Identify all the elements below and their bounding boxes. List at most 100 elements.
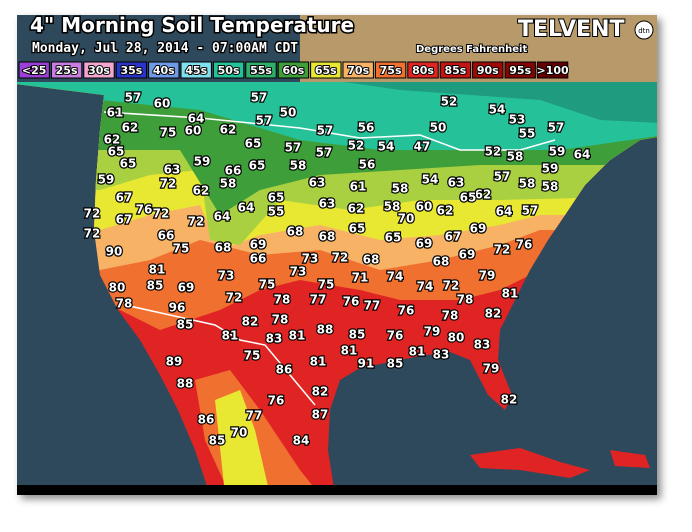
legend-swatch	[115, 61, 148, 79]
temperature-reading: 71	[352, 271, 369, 285]
temperature-reading: 79	[479, 269, 496, 283]
temperature-reading: 79	[483, 362, 500, 376]
legend-swatch	[50, 61, 83, 79]
temperature-reading: 83	[266, 332, 283, 346]
temperature-reading: 75	[244, 349, 261, 363]
temperature-reading: 85	[177, 318, 194, 332]
temperature-reading: 61	[107, 106, 124, 120]
temperature-reading: 78	[116, 297, 133, 311]
temperature-reading: 73	[218, 269, 235, 283]
legend-swatch	[439, 61, 472, 79]
temperature-reading: 64	[574, 148, 591, 162]
temperature-reading: 50	[430, 121, 447, 135]
temperature-reading: 83	[433, 348, 450, 362]
temperature-reading: 76	[387, 329, 404, 343]
legend-swatch	[472, 61, 504, 79]
temperature-reading: 79	[424, 325, 441, 339]
temperature-reading: 81	[222, 329, 239, 343]
legend-label: 40s	[153, 64, 175, 77]
temperature-reading: 81	[310, 355, 327, 369]
temperature-reading: 64	[188, 112, 205, 126]
temperature-reading: 83	[474, 338, 491, 352]
temperature-reading: 86	[198, 413, 215, 427]
temperature-reading: 85	[209, 434, 226, 448]
temperature-reading: 69	[178, 281, 195, 295]
legend-swatch	[374, 61, 407, 79]
legend-swatch	[83, 61, 115, 79]
temperature-reading: 80	[448, 331, 465, 345]
temperature-reading: 86	[276, 363, 293, 377]
temperature-reading: 65	[460, 191, 477, 205]
temperature-reading: 60	[185, 124, 202, 138]
legend-label: 95s	[509, 64, 531, 77]
temperature-reading: 64	[496, 205, 513, 219]
temperature-reading: 50	[280, 106, 297, 120]
border-line	[124, 304, 316, 406]
temperature-reading: 69	[250, 238, 267, 252]
legend-label: 35s	[120, 64, 142, 77]
island	[610, 450, 650, 468]
temperature-reading: 85	[387, 357, 404, 371]
temperature-reading: 72	[332, 251, 349, 265]
temperature-reading: 66	[225, 164, 242, 178]
temperature-reading: 82	[485, 307, 502, 321]
map-subtitle: Monday, Jul 28, 2014 - 07:00AM CDT	[32, 41, 298, 56]
temperature-reading: 63	[319, 197, 336, 211]
temperature-reading: 88	[177, 377, 194, 391]
temperature-reading: 85	[147, 279, 164, 293]
temperature-reading: 62	[220, 123, 237, 137]
temperature-reading: 91	[358, 357, 375, 371]
temperature-reading: 77	[310, 293, 327, 307]
temperature-reading: 65	[108, 145, 125, 159]
legend-label: 80s	[412, 64, 434, 77]
temperature-reading: 90	[106, 245, 123, 259]
temperature-reading: 76	[516, 238, 533, 252]
legend-swatch	[245, 61, 277, 79]
temperature-reading: 61	[350, 180, 367, 194]
temperature-reading: 59	[549, 145, 566, 159]
temperature-reading: 72	[84, 227, 101, 241]
temperature-reading: 81	[502, 287, 519, 301]
temperature-reading: 65	[120, 157, 137, 171]
temperature-reading: 69	[470, 222, 487, 236]
legend-label: 60s	[282, 64, 304, 77]
temperature-reading: 57	[522, 204, 539, 218]
temperature-reading: 62	[437, 204, 454, 218]
temperature-reading: 58	[220, 177, 237, 191]
temperature-reading: 67	[116, 191, 133, 205]
temperature-reading: 85	[349, 328, 366, 342]
temperature-reading: 63	[164, 163, 181, 177]
legend-swatch	[18, 61, 50, 79]
temperature-reading: 64	[214, 210, 231, 224]
temperature-reading: 67	[116, 213, 133, 227]
temperature-reading: 52	[485, 145, 502, 159]
temperature-reading: 87	[312, 408, 329, 422]
temperature-reading: 54	[489, 103, 506, 117]
temperature-reading: 77	[246, 409, 263, 423]
band	[215, 390, 270, 495]
temperature-reading: 65	[245, 137, 262, 151]
temperature-reading: 64	[238, 201, 255, 215]
legend-swatch	[310, 61, 342, 79]
legend-swatch	[180, 61, 212, 79]
temperature-reading: 78	[274, 293, 291, 307]
temperature-reading: 65	[268, 191, 285, 205]
temperature-reading: 76	[136, 203, 153, 217]
temperature-reading: 72	[226, 291, 243, 305]
temperature-reading: 56	[358, 121, 375, 135]
temperature-reading: 65	[349, 222, 366, 236]
temperature-reading: 82	[242, 315, 259, 329]
temperature-reading: 78	[272, 313, 289, 327]
temperature-reading: 65	[385, 231, 402, 245]
temperature-reading: 52	[441, 95, 458, 109]
temperature-reading: 57	[494, 170, 511, 184]
legend-swatch	[342, 61, 374, 79]
temperature-reading: 66	[250, 252, 267, 266]
temperature-reading: 55	[519, 127, 536, 141]
units-label: Degrees Fahrenheit	[416, 44, 527, 55]
temperature-reading: 58	[384, 200, 401, 214]
legend-label: 70s	[347, 64, 369, 77]
legend-label: 30s	[88, 64, 110, 77]
temperature-reading: 57	[548, 121, 565, 135]
